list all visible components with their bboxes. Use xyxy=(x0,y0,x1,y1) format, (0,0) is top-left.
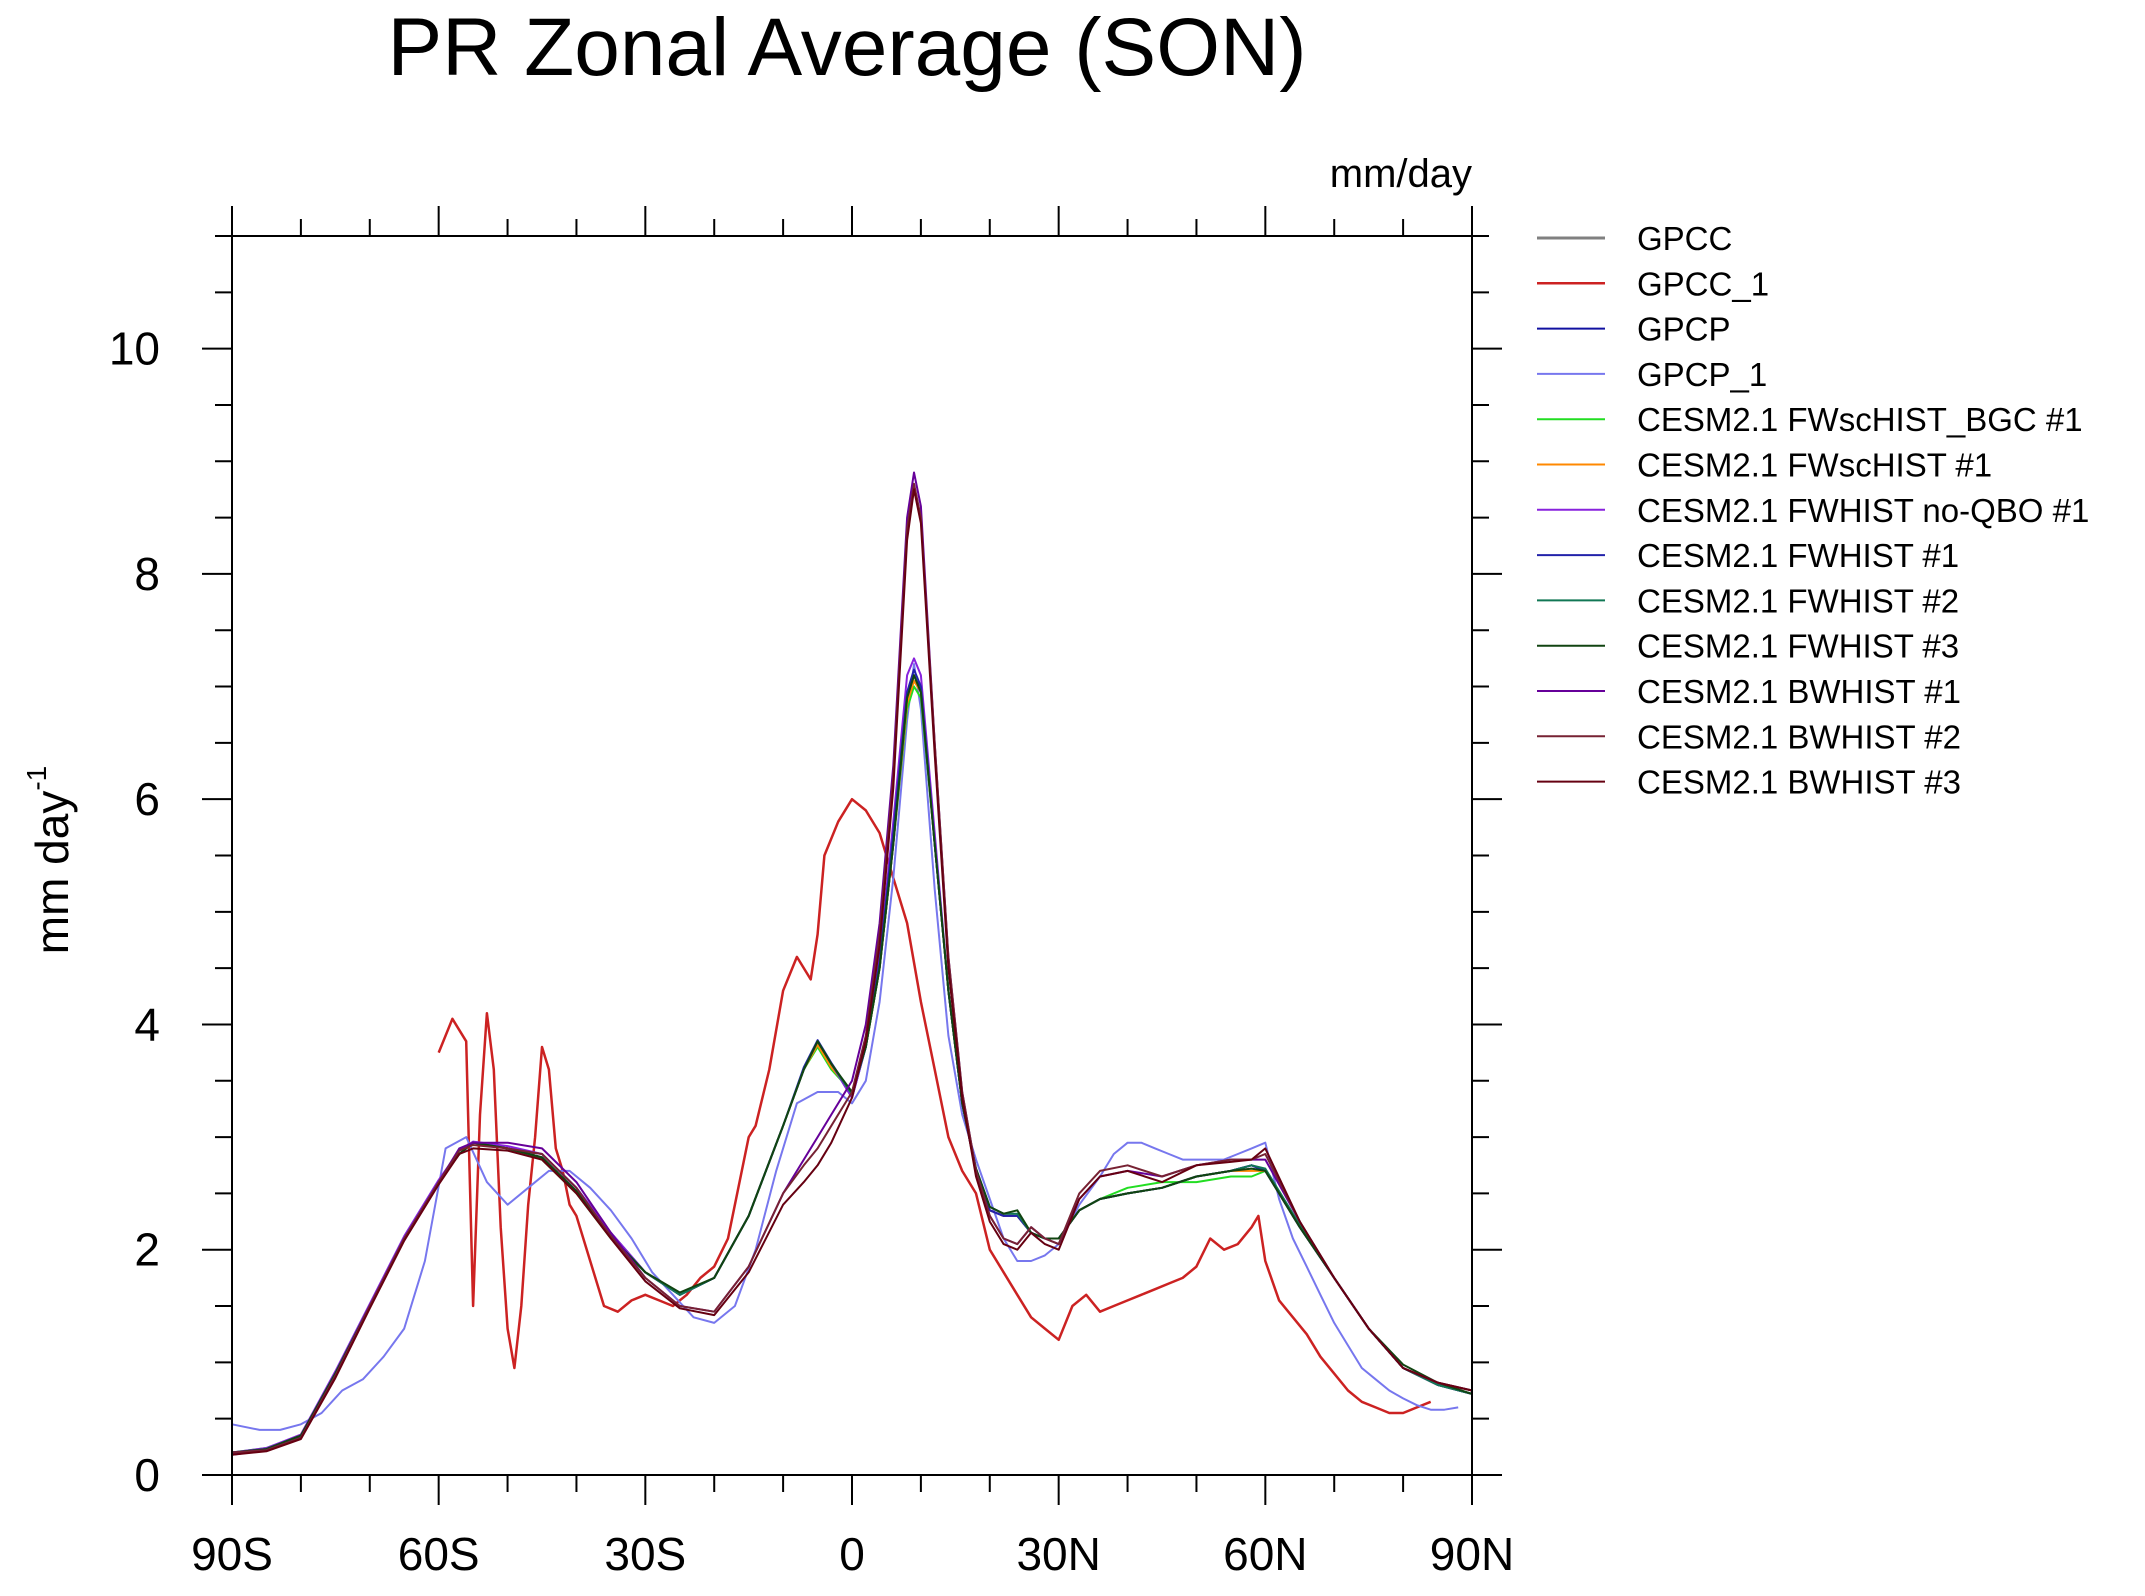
x-tick-label: 90S xyxy=(191,1528,273,1580)
y-tick-label: 0 xyxy=(134,1449,160,1501)
legend-label: GPCC xyxy=(1637,220,1732,257)
legend-label: CESM2.1 FWscHIST_BGC #1 xyxy=(1637,401,2083,438)
legend: GPCC GPCC_1 GPCP GPCP_1 CESM2.1 FWscHIST_BGC… xyxy=(1537,220,2089,801)
legend-label: GPCC_1 xyxy=(1637,265,1769,302)
ticks-layer xyxy=(202,206,1502,1505)
series-line-7 xyxy=(231,668,1473,1454)
series-layer xyxy=(231,471,1473,1456)
plot-frame xyxy=(231,235,1473,1476)
svg-text:mm day-1: mm day-1 xyxy=(21,766,78,955)
series-line-6 xyxy=(231,657,1473,1454)
y-axis-title-superscript: -1 xyxy=(21,766,52,791)
series-line-5 xyxy=(231,679,1473,1454)
series-line-8 xyxy=(231,674,1473,1454)
y-axis-title: mm day-1 xyxy=(21,766,78,955)
legend-label: CESM2.1 FWscHIST #1 xyxy=(1637,447,1992,484)
y-tick-labels: 0 2 4 6 8 10 xyxy=(109,323,160,1501)
series-line-1 xyxy=(437,797,1432,1415)
x-tick-label: 30N xyxy=(1016,1528,1100,1580)
legend-label: CESM2.1 FWHIST #3 xyxy=(1637,628,1959,665)
y-tick-label: 10 xyxy=(109,323,160,375)
series-line-10 xyxy=(231,471,1473,1454)
x-tick-label: 60S xyxy=(398,1528,480,1580)
legend-label: CESM2.1 BWHIST #1 xyxy=(1637,673,1961,710)
chart-title: PR Zonal Average (SON) xyxy=(387,2,1306,93)
x-tick-label: 0 xyxy=(839,1528,865,1580)
x-tick-label: 60N xyxy=(1223,1528,1307,1580)
x-tick-label: 30S xyxy=(604,1528,686,1580)
y-tick-label: 4 xyxy=(134,998,160,1050)
series-line-3 xyxy=(231,663,1459,1431)
y-tick-label: 8 xyxy=(134,548,160,600)
legend-label: CESM2.1 BWHIST #2 xyxy=(1637,718,1961,755)
series-line-9 xyxy=(231,674,1473,1454)
series-line-2 xyxy=(231,674,1473,1456)
series-line-12 xyxy=(231,488,1473,1456)
y-axis-title-text: mm day xyxy=(26,791,78,955)
units-label: mm/day xyxy=(1330,152,1472,196)
legend-label: CESM2.1 FWHIST #1 xyxy=(1637,537,1959,574)
y-tick-label: 6 xyxy=(134,773,160,825)
legend-label: CESM2.1 FWHIST #2 xyxy=(1637,582,1959,619)
legend-label: GPCP_1 xyxy=(1637,356,1767,393)
x-tick-label: 90N xyxy=(1430,1528,1514,1580)
legend-label: CESM2.1 FWHIST no-QBO #1 xyxy=(1637,492,2089,529)
legend-label: CESM2.1 BWHIST #3 xyxy=(1637,764,1961,801)
y-tick-label: 2 xyxy=(134,1224,160,1276)
legend-label: GPCP xyxy=(1637,311,1731,348)
x-tick-labels: 90S 60S 30S 0 30N 60N 90N xyxy=(191,1528,1514,1580)
